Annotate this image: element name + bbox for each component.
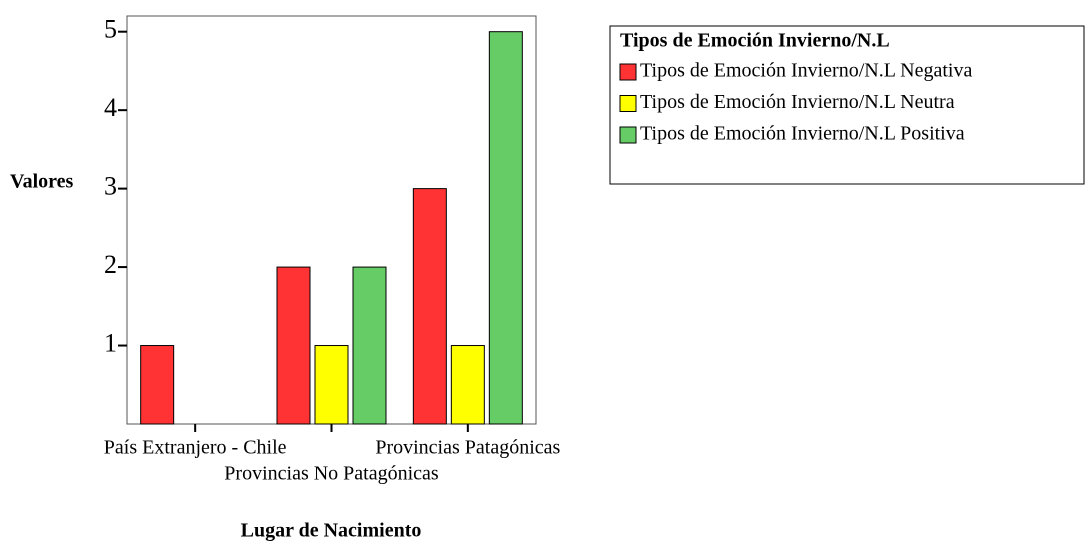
y-tick-label: 4: [104, 93, 117, 122]
x-tick-label: Provincias No Patagónicas: [224, 463, 439, 485]
legend-swatch: [619, 95, 637, 112]
y-tick-label: 3: [104, 172, 117, 201]
bar: [412, 188, 447, 425]
legend-swatch: [619, 63, 637, 81]
bar: [140, 345, 175, 425]
bar: [276, 266, 311, 425]
legend-label: Tipos de Emoción Invierno/N.L Neutra: [640, 91, 955, 113]
bar: [488, 31, 523, 425]
legend-label: Tipos de Emoción Invierno/N.L Negativa: [640, 60, 972, 82]
bar: [352, 266, 387, 425]
y-tick-label: 1: [104, 329, 117, 358]
legend-swatch: [619, 126, 637, 144]
y-tick-label: 5: [104, 15, 117, 44]
y-axis-title: Valores: [10, 171, 74, 193]
y-tick-label: 2: [104, 250, 117, 279]
x-tick-label: Provincias Patagónicas: [375, 437, 560, 459]
x-tick-label: País Extranjero - Chile: [104, 437, 287, 459]
legend-box: [609, 25, 1085, 185]
bar: [314, 345, 349, 425]
x-axis-title: Lugar de Nacimiento: [241, 520, 422, 542]
legend-title: Tipos de Emoción Invierno/N.L: [620, 30, 890, 52]
legend-label: Tipos de Emoción Invierno/N.L Positiva: [640, 123, 965, 145]
bar: [450, 345, 485, 425]
